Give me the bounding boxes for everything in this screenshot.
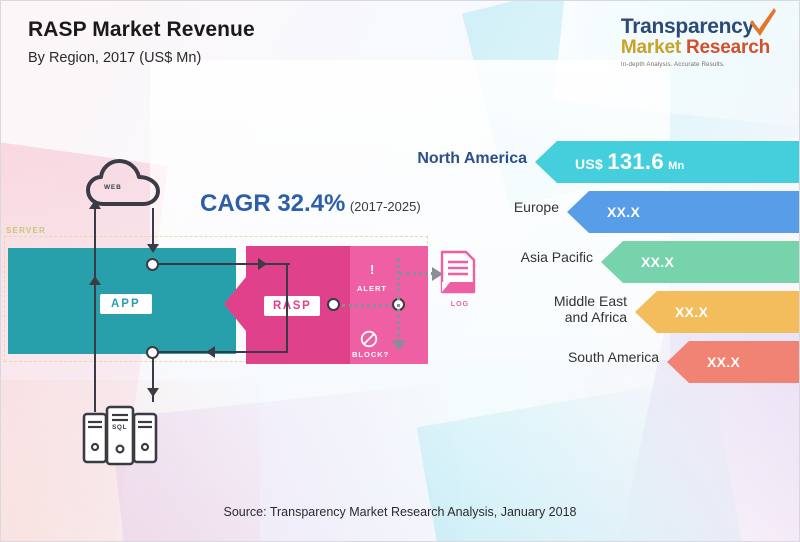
region-bar: XX.X	[567, 191, 800, 233]
region-row: South America XX.X	[455, 338, 800, 388]
node-rasp-out	[327, 298, 340, 311]
wire-rasp-in-down	[286, 263, 289, 305]
logo-word-market: Market	[620, 37, 687, 58]
region-bar: US$ 131.6 Mn	[535, 141, 800, 183]
cloud-label: WEB	[104, 184, 122, 191]
region-row: North America US$ 131.6 Mn	[417, 138, 800, 188]
region-label-middle-east-and-africa: Middle East and Africa	[553, 293, 627, 325]
wire-cloud-down	[152, 208, 155, 250]
region-label-north-america: North America	[417, 150, 527, 167]
arrow-to-block	[392, 340, 406, 351]
region-value: US$ 131.6 Mn	[575, 149, 685, 174]
cagr-value: CAGR 32.4%	[200, 190, 346, 217]
region-bar: XX.X	[601, 241, 800, 283]
alert-label: ALERT	[357, 284, 387, 293]
dotted-decision-up	[397, 258, 403, 300]
arrow-db-up-1	[89, 200, 101, 209]
region-value: XX.X	[607, 204, 641, 220]
region-row: Middle East and Africa XX.X	[455, 288, 800, 338]
app-label: APP	[100, 294, 152, 314]
region-value: XX.X	[675, 304, 709, 320]
region-value: XX.X	[641, 254, 675, 270]
page-title: RASP Market Revenue	[28, 18, 255, 41]
wire-rasp-return-left	[158, 351, 288, 354]
source-note: Source: Transparency Market Research Ana…	[223, 505, 577, 519]
alert-exclamation-icon: !	[370, 262, 375, 277]
region-bar: XX.X	[635, 291, 800, 333]
wire-db-to-cloud	[94, 200, 97, 412]
region-label-europe: Europe	[513, 199, 559, 215]
region-label-asia-pacific: Asia Pacific	[520, 249, 593, 265]
cloud-icon	[86, 159, 160, 206]
rasp-label: RASP	[264, 296, 321, 316]
cagr-callout: CAGR 32.4% (2017-2025)	[200, 190, 421, 218]
dotted-rasp-to-node	[342, 304, 394, 310]
logo-line-market-research: Market Research	[621, 37, 770, 59]
document-log-icon	[440, 250, 476, 294]
arrow-app-to-db	[147, 388, 159, 397]
block-label: BLOCK?	[352, 350, 390, 359]
logo-line-transparency: Transparency	[620, 15, 754, 38]
arrow-to-log	[432, 267, 443, 281]
region-row: Asia Pacific XX.X	[455, 238, 800, 288]
dotted-decision-down	[397, 304, 403, 342]
region-row: Europe XX.X	[455, 188, 800, 238]
cagr-period: (2017-2025)	[349, 199, 421, 214]
server-rack-icon	[82, 405, 158, 466]
region-label-south-america: South America	[567, 349, 659, 365]
region-value: XX.X	[707, 354, 741, 370]
brand-logo: Transparency Market Research In-depth An…	[620, 8, 776, 68]
log-label: LOG	[450, 301, 470, 308]
wire-app-to-db	[152, 358, 155, 402]
dotted-alert-to-log	[400, 272, 434, 278]
logo-word-research: Research	[686, 37, 770, 58]
server-label: SERVER	[6, 226, 46, 235]
arrow-db-up-2	[89, 276, 101, 285]
check-mark-icon	[750, 8, 776, 36]
arrow-back-to-app	[206, 346, 215, 358]
arrow-cloud-to-app	[147, 244, 159, 253]
database-label: SQL	[112, 424, 128, 431]
region-bar: XX.X	[667, 341, 800, 383]
wire-rasp-return-down	[286, 305, 289, 353]
region-revenue-bars: North America US$ 131.6 Mn Europe XX.X Asia …	[417, 138, 800, 388]
wire-rasp-return-top	[200, 263, 290, 266]
logo-tagline: In-depth Analysis. Accurate Results.	[620, 60, 725, 68]
no-entry-icon	[360, 330, 378, 348]
page-subtitle: By Region, 2017 (US$ Mn)	[28, 50, 202, 66]
